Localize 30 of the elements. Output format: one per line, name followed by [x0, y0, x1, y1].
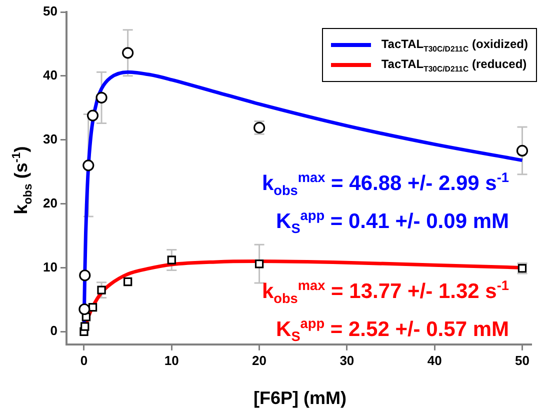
point: [79, 270, 91, 282]
x-tick-label: 0: [80, 352, 88, 368]
x-tick-label: 40: [427, 352, 442, 368]
x-tick-label: 50: [515, 352, 530, 368]
x-tick-label: 20: [252, 352, 267, 368]
x-tick-label: 30: [340, 352, 354, 368]
point: [516, 144, 528, 157]
x-axis-title: [F6P] (mM): [254, 388, 346, 409]
y-tick-label: 20: [42, 195, 58, 210]
annotation: K$_{S}$$^{app}$ = 0.41 +/- 0.09 mM: [276, 208, 509, 236]
point: [254, 260, 264, 268]
annotation: k$_{obs}$$^{max}$ = 46.88 +/- 2.99 s$^{-1}$: [262, 170, 509, 198]
point: [123, 277, 132, 286]
y-tick-label: 40: [42, 68, 58, 82]
point: [86, 110, 99, 122]
point: [167, 256, 176, 264]
point: [78, 303, 90, 316]
y-tick-label: 0: [50, 323, 58, 338]
point: [80, 322, 90, 331]
point: [82, 160, 94, 172]
annotation: K$_{S}$$^{app}$ = 2.52 +/- 0.57 mM: [276, 316, 509, 344]
legend-label: TacTAL$_{T30C/D211C}$ (reduced): [381, 56, 527, 74]
point: [96, 92, 108, 104]
x-tick-label: 10: [164, 352, 179, 368]
y-tick-label: 50: [42, 4, 58, 19]
annotation: k$_{obs}$$^{max}$ = 13.77 +/- 1.32 s$^{-1}$: [262, 278, 509, 306]
legend-label: TacTAL$_{T30C/D211C}$ (oxidized): [381, 36, 528, 54]
y-tick-label: 10: [42, 259, 58, 274]
y-tick-label: 30: [42, 131, 58, 146]
point: [122, 47, 134, 59]
